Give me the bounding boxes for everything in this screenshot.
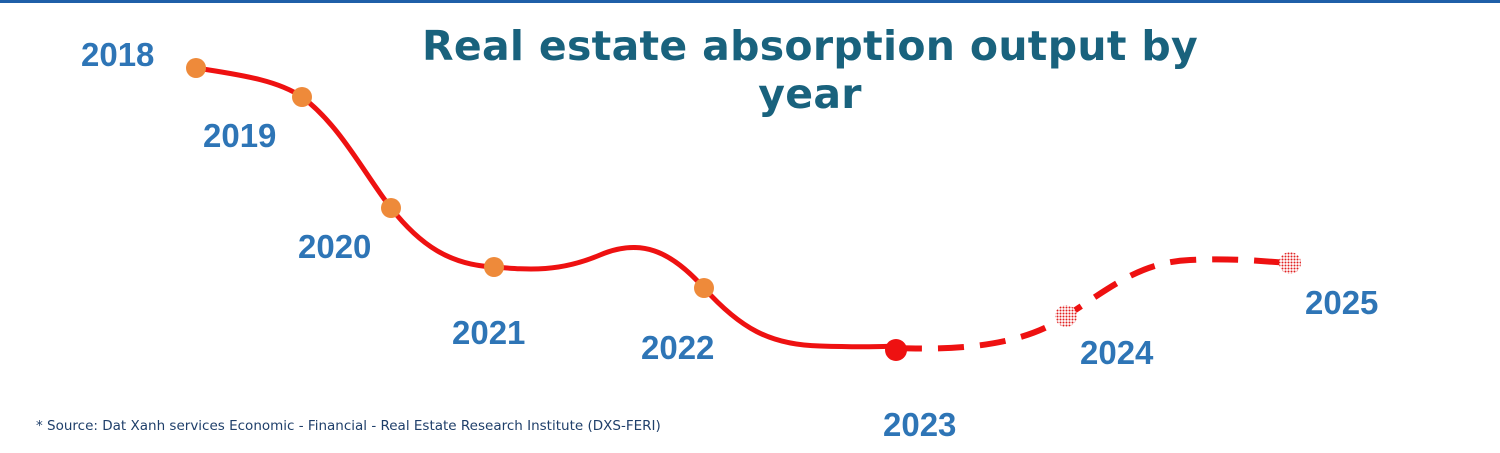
point-2018: [186, 58, 206, 78]
year-label-2023: 2023: [883, 406, 957, 443]
chart-title: Real estate absorption output by year: [421, 22, 1198, 118]
year-label-2019: 2019: [203, 117, 277, 154]
year-label-2018: 2018: [81, 36, 155, 73]
point-2023: [885, 339, 907, 361]
point-2022: [694, 278, 714, 298]
year-label-2025: 2025: [1305, 284, 1379, 321]
year-label-2020: 2020: [298, 228, 372, 265]
source-note: * Source: Dat Xanh services Economic - F…: [36, 418, 661, 434]
top-border: [0, 0, 1500, 3]
actual-line: [193, 65, 899, 350]
point-2020: [381, 198, 401, 218]
point-2021: [484, 257, 504, 277]
year-label-2022: 2022: [641, 329, 715, 366]
year-label-2024: 2024: [1080, 334, 1154, 371]
point-2024: [1055, 305, 1077, 327]
forecast-line: [895, 256, 1291, 352]
year-label-2021: 2021: [452, 314, 526, 351]
point-2019: [292, 87, 312, 107]
point-2025: [1279, 252, 1301, 274]
